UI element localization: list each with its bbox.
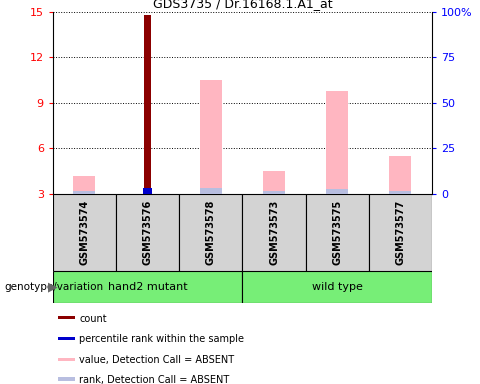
Bar	[179, 194, 242, 271]
Bar	[242, 194, 306, 271]
Bar	[326, 189, 348, 194]
Bar	[306, 194, 369, 271]
Text: wild type: wild type	[312, 282, 362, 292]
Text: count: count	[79, 313, 107, 324]
Bar	[58, 316, 75, 319]
Bar	[58, 337, 75, 341]
Bar	[58, 358, 75, 361]
Text: rank, Detection Call = ABSENT: rank, Detection Call = ABSENT	[79, 375, 229, 384]
Bar	[116, 194, 179, 271]
Bar	[369, 194, 432, 271]
Bar	[263, 171, 285, 194]
Bar	[242, 271, 432, 303]
Bar	[389, 156, 411, 194]
Text: GSM573574: GSM573574	[79, 200, 89, 265]
Text: GSM573576: GSM573576	[143, 200, 153, 265]
Text: GSM573573: GSM573573	[269, 200, 279, 265]
Bar	[73, 176, 96, 194]
Text: ▶: ▶	[48, 281, 58, 293]
Bar	[200, 188, 222, 194]
Bar	[389, 191, 411, 194]
Bar	[200, 80, 222, 194]
Bar	[73, 191, 96, 194]
Bar	[263, 191, 285, 194]
Bar	[143, 188, 152, 194]
Bar	[144, 15, 151, 194]
Text: value, Detection Call = ABSENT: value, Detection Call = ABSENT	[79, 356, 234, 366]
Text: hand2 mutant: hand2 mutant	[108, 282, 187, 292]
Text: GSM573578: GSM573578	[206, 200, 216, 265]
Text: GSM573577: GSM573577	[396, 200, 406, 265]
Text: percentile rank within the sample: percentile rank within the sample	[79, 334, 244, 344]
Bar	[326, 91, 348, 194]
Bar	[53, 194, 116, 271]
Bar	[58, 377, 75, 381]
Text: genotype/variation: genotype/variation	[5, 282, 104, 292]
Text: GSM573575: GSM573575	[332, 200, 342, 265]
Bar	[53, 271, 242, 303]
Title: GDS3735 / Dr.16168.1.A1_at: GDS3735 / Dr.16168.1.A1_at	[153, 0, 332, 10]
